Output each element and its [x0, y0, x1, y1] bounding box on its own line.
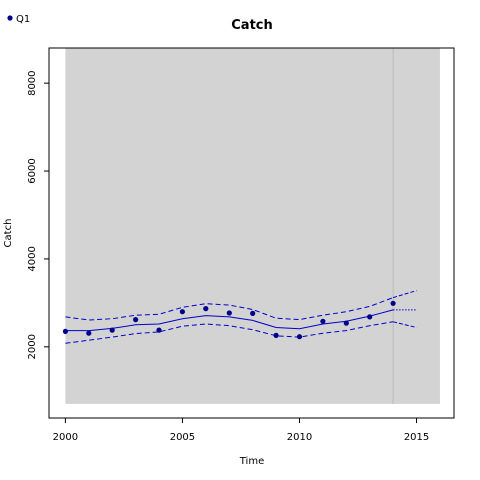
x-tick-label: 2000 [53, 432, 78, 443]
y-tick-label: 6000 [27, 158, 38, 183]
legend-marker-q1 [7, 15, 13, 21]
data-point [226, 310, 232, 316]
shaded-region [65, 48, 440, 404]
y-axis: 2000 4000 6000 8000 [27, 70, 49, 360]
data-point [86, 330, 92, 336]
y-tick-label: 4000 [27, 246, 38, 271]
data-point [250, 310, 256, 316]
legend-label-q1: Q1 [16, 14, 30, 25]
data-point [62, 328, 68, 334]
y-tick-label: 2000 [27, 334, 38, 359]
x-tick-label: 2015 [404, 432, 429, 443]
data-point [296, 334, 303, 340]
x-tick-label: 2010 [287, 432, 312, 443]
forecast-upper-line [392, 290, 417, 299]
series-layer [62, 290, 417, 344]
data-point [203, 306, 209, 312]
y-tick-label: 8000 [27, 70, 38, 95]
y-axis-label: Catch [3, 219, 14, 248]
data-point [133, 317, 139, 323]
legend: Q1 [7, 14, 30, 25]
data-point [156, 327, 162, 333]
data-point [109, 327, 115, 333]
data-point [343, 320, 349, 326]
data-point [179, 309, 185, 315]
data-point [273, 332, 279, 338]
x-axis-label: Time [239, 456, 264, 467]
lower-band-line [65, 321, 394, 344]
data-point [320, 318, 326, 324]
data-point [390, 300, 396, 306]
chart-title: Catch [231, 18, 273, 33]
x-axis: 2000 2005 2010 2015 [53, 418, 429, 443]
forecast-lower-line [392, 321, 417, 328]
x-tick-label: 2005 [170, 432, 195, 443]
plot-frame [48, 47, 455, 419]
fit-line [65, 309, 394, 332]
data-point [367, 314, 373, 320]
